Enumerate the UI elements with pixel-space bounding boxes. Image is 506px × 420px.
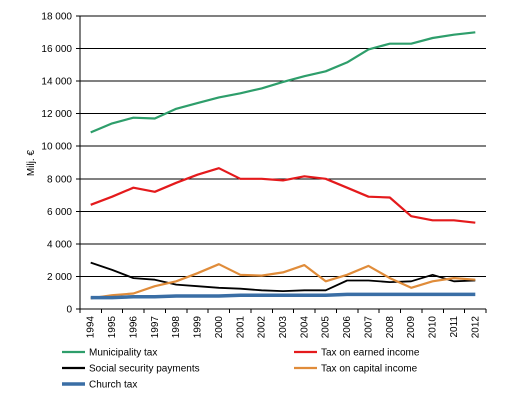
x-tick-label: 1994 [86,316,97,339]
x-tick-label: 1999 [193,316,204,339]
y-tick-label: 16 000 [41,44,72,55]
legend-label: Municipality tax [89,348,157,359]
x-tick-label: 2010 [428,316,439,339]
legend-entry: Church tax [62,380,137,391]
x-tick-label: 2011 [449,316,460,338]
legend-label: Tax on earned income [321,348,420,359]
x-tick-label: 2007 [363,316,374,339]
x-tick-label: 1996 [128,316,139,339]
grid-lines [80,15,486,277]
y-tick-label: 6 000 [47,207,72,218]
x-tick-label: 2000 [214,316,225,339]
x-tick-label: 2012 [470,316,481,339]
x-tick-label: 2004 [299,316,310,339]
y-tick-label: 8 000 [47,174,72,185]
series-line [90,167,476,224]
y-tick-label: 0 [66,305,72,316]
x-tick-label: 2009 [406,316,417,339]
axes [76,15,487,313]
legend: Municipality tax Tax on earned income Soci… [62,348,420,391]
x-tick-label: 2003 [278,316,289,339]
series-lines [90,31,476,300]
series-line [90,31,476,134]
x-tick-labels: 1994 1995 1996 1997 1998 1999 2000 2001 2002 2003… [86,316,482,339]
y-tick-label: 4 000 [47,239,72,250]
series-line [90,263,476,300]
y-tick-label: 10 000 [41,142,72,153]
x-tick-label: 2002 [257,316,268,339]
legend-entry: Social security payments [62,364,200,375]
legend-label: Church tax [89,380,137,391]
x-tick-label: 2006 [342,316,353,339]
x-tick-label: 1998 [171,316,182,339]
y-axis-label: Milj. € [26,150,37,177]
series-line [90,261,476,293]
y-tick-label: 14 000 [41,77,72,88]
legend-entry: Municipality tax [62,348,157,359]
y-tick-label: 18 000 [41,12,72,23]
y-tick-label: 12 000 [41,109,72,120]
legend-entry: Tax on capital income [294,364,418,375]
legend-label: Tax on capital income [321,364,418,375]
x-tick-label: 2005 [321,316,332,339]
x-tick-label: 2001 [235,316,246,339]
x-tick-label: 1995 [107,316,118,339]
x-tick-label: 1997 [150,316,161,339]
legend-label: Social security payments [89,364,200,375]
x-tick-label: 2008 [385,316,396,339]
series-line [90,292,476,300]
legend-entry: Tax on earned income [294,348,420,359]
y-tick-labels: 0 2 000 4 000 6 000 8 000 10 000 12 000 14 000 1… [41,12,72,316]
y-tick-label: 2 000 [47,272,72,283]
